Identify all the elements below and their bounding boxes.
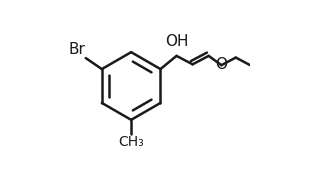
Text: Br: Br (68, 42, 85, 57)
Text: O: O (215, 57, 227, 72)
Text: OH: OH (165, 34, 188, 49)
Text: CH₃: CH₃ (118, 135, 144, 149)
